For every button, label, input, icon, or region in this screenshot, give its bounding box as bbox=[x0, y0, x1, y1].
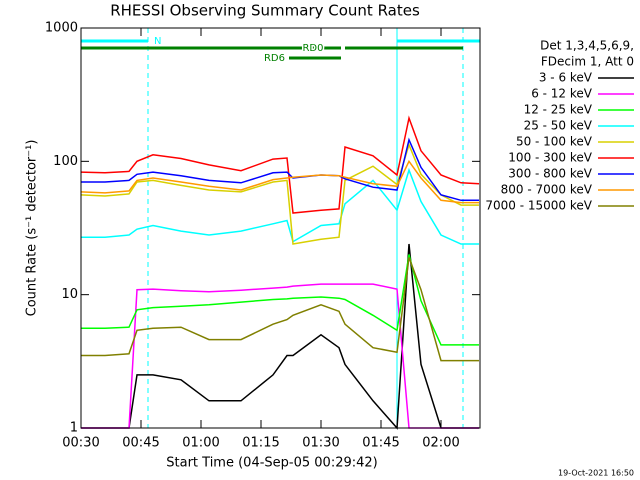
legend-label: 300 - 800 keV bbox=[508, 167, 592, 181]
series-line bbox=[81, 243, 479, 430]
legend-header: Det 1,3,4,5,6,9, bbox=[540, 39, 634, 53]
x-tick-label: 00:45 bbox=[122, 436, 159, 451]
x-tick-label: 01:00 bbox=[182, 436, 219, 451]
series-line bbox=[81, 137, 479, 202]
x-tick-label: 01:30 bbox=[302, 436, 339, 451]
series-line bbox=[80, 159, 479, 204]
x-tick-label: 01:45 bbox=[362, 436, 399, 451]
series-line bbox=[80, 142, 479, 245]
y-axis-label: Count Rate (s⁻¹ detector⁻¹) bbox=[25, 140, 40, 317]
x-tick-label: 00:30 bbox=[62, 436, 99, 451]
status-label: RD0 bbox=[302, 43, 323, 54]
plot-frame bbox=[80, 27, 481, 429]
series-line bbox=[80, 115, 480, 214]
x-axis-label: Start Time (04-Sep-05 00:29:42) bbox=[166, 456, 377, 471]
legend-label: 12 - 25 keV bbox=[524, 103, 593, 117]
x-tick-label: 01:15 bbox=[242, 436, 279, 451]
y-tick-label: 1000 bbox=[45, 21, 78, 36]
y-tick-label: 1 bbox=[70, 421, 78, 436]
legend-label: 7000 - 15000 keV bbox=[485, 199, 592, 213]
series-line bbox=[81, 257, 479, 362]
legend-label: 6 - 12 keV bbox=[531, 87, 593, 101]
legend-label: 3 - 6 keV bbox=[539, 71, 593, 85]
legend-header: FDecim 1, Att 0 bbox=[541, 55, 634, 69]
footer: 19-Oct-2021 16:50 bbox=[558, 469, 634, 478]
legend-label: 25 - 50 keV bbox=[524, 119, 593, 133]
chart-title: RHESSI Observing Summary Count Rates bbox=[110, 2, 420, 20]
legend-label: 800 - 7000 keV bbox=[501, 183, 593, 197]
legend-label: 100 - 300 keV bbox=[508, 151, 592, 165]
series-line bbox=[81, 254, 479, 346]
legend-label: 50 - 100 keV bbox=[516, 135, 593, 149]
y-tick-label: 100 bbox=[53, 154, 78, 169]
status-label: RD6 bbox=[264, 53, 285, 64]
status-label: N bbox=[154, 36, 161, 47]
y-tick-label: 10 bbox=[61, 287, 78, 302]
x-tick-label: 02:00 bbox=[422, 436, 459, 451]
